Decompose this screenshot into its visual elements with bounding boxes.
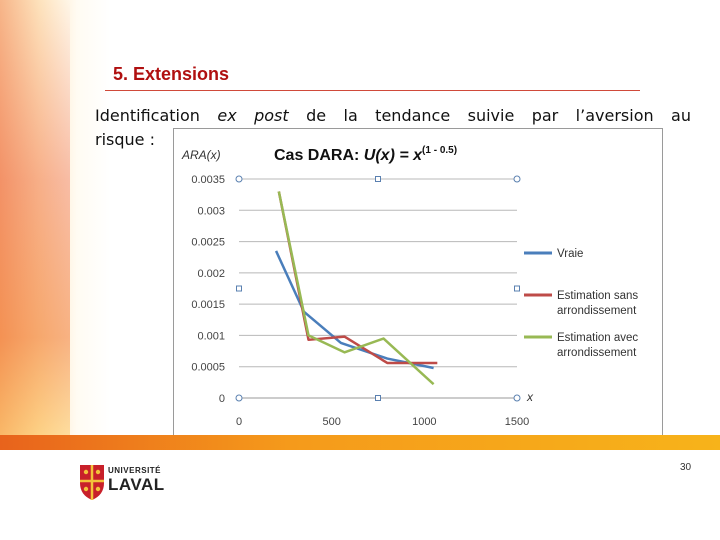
x-tick-label: 500 [322,416,340,428]
legend-label: Estimation sans arrondissement [557,290,638,317]
chart-title: Cas DARA: U(x) = x(1 - 0.5) [274,145,457,164]
chart-title-function: U(x) = x [364,147,423,164]
x-axis-label: x [526,390,534,404]
plot-area-handle [235,175,243,183]
crest-dot-icon [95,486,101,492]
plot-area-handle [236,285,242,292]
series-line [277,191,435,386]
slide-paragraph: Identification ex post de la tendance su… [95,104,691,152]
chart-container: 0 0.0005 0.001 0.0015 0.002 0.0025 0.003 0.0035… [173,128,663,436]
x-tick-label: 1500 [505,416,529,428]
x-tick-label: 0 [236,416,242,428]
chart-title-prefix: Cas DARA: [274,147,364,164]
logo-text-universite: UNIVERSITÉ [108,466,162,475]
series-line [277,191,438,365]
paragraph-line-1: Identification ex post de la tendance su… [95,104,691,128]
x-tick-label: 1000 [412,416,436,428]
plot-area-handle [513,175,521,183]
university-logo [80,465,104,500]
legend-label-line: Estimation avec [557,332,638,344]
paragraph-text-b: de la tendance suivie par l’aversion au [306,106,691,125]
legend-label-line: Vraie [557,248,583,260]
y-tick-label: 0.0015 [191,299,225,311]
y-axis-label: ARA(x) [181,148,221,162]
plot-area-handle [375,395,381,401]
slide-title: 5. Extensions [113,64,230,84]
y-tick-label: 0.0025 [191,237,225,249]
paragraph-text-a: Identification [95,106,200,125]
y-tick-label: 0.0035 [191,174,225,186]
legend-label-line: arrondissement [557,305,637,317]
series-line [274,250,434,370]
y-tick-label: 0.0005 [191,362,225,374]
legend-label: Estimation avec arrondissement [557,332,638,359]
plot-area-handle [513,394,521,402]
crest-dot-icon [83,486,89,492]
legend-label: Vraie [557,248,583,260]
crest-dot-icon [95,469,101,475]
plot-area-handle [235,394,243,402]
legend-label-line: Estimation sans [557,290,638,302]
crest-dot-icon [83,469,89,475]
y-tick-label: 0.002 [197,268,225,280]
plot-area-handle [514,285,520,292]
chart-title-exponent: (1 - 0.5) [422,145,457,156]
title-underline [105,90,640,91]
footer-color-bar [0,435,720,450]
legend-label-line: arrondissement [557,347,637,359]
logo-text-laval: LAVAL [108,475,165,494]
decorative-gradient-strip [0,0,70,450]
paragraph-text-emphasis: ex post [217,106,289,125]
chart-svg: 0 0.0005 0.001 0.0015 0.002 0.0025 0.003 0.0035… [181,145,638,428]
y-tick-label: 0 [219,393,225,405]
page-number: 30 [680,462,692,473]
plot-area-handle [375,176,381,182]
crest-cross-icon [80,465,104,500]
y-tick-label: 0.001 [197,330,225,342]
y-tick-label: 0.003 [197,205,225,217]
paragraph-line-2: risque : [95,130,155,149]
